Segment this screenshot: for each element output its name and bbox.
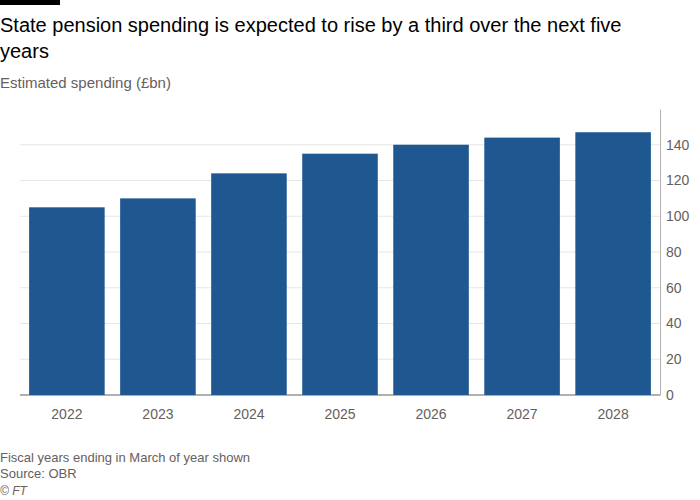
x-tick: 2028 [598,395,629,422]
x-tick-label: 2022 [51,406,82,422]
y-tick-label: 40 [666,315,682,331]
y-tick: 80 [660,244,682,260]
note: Fiscal years ending in March of year sho… [0,450,250,465]
y-axis-line [660,110,661,396]
bar [211,173,287,395]
subtitle: Estimated spending (£bn) [0,74,171,91]
y-tick: 20 [660,351,682,367]
x-tick-label: 2025 [324,406,355,422]
bar [393,145,469,395]
y-tick-label: 60 [666,280,682,296]
y-tick: 60 [660,280,682,296]
source: Source: OBR [0,466,77,481]
grid [20,145,660,395]
y-tick: 120 [660,172,690,188]
x-tick: 2024 [233,395,264,422]
y-tick: 140 [660,137,690,153]
x-tick-label: 2023 [142,406,173,422]
x-tick: 2022 [51,395,82,422]
x-tick-label: 2028 [598,406,629,422]
x-axis: 2022 2023 2024 2025 2026 2027 2028 [51,395,629,422]
x-tick-label: 2026 [415,406,446,422]
grid-line [20,144,660,145]
bar [29,207,105,395]
title-line: years [0,40,49,62]
header-bar [0,0,60,5]
x-tick: 2026 [415,395,446,422]
x-tick-label: 2024 [233,406,264,422]
x-tick: 2027 [506,395,537,422]
y-tick-label: 100 [666,208,690,224]
y-tick: 40 [660,315,682,331]
y-tick-label: 140 [666,137,690,153]
bar [484,138,560,395]
title-line: State pension spending is expected to ri… [0,14,621,36]
bar [575,132,651,395]
bars [29,132,651,395]
y-tick-label: 0 [666,387,674,403]
title: State pension spending is expected to ri… [0,14,621,62]
x-tick: 2025 [324,395,355,422]
y-tick: 0 [660,387,674,403]
y-tick-label: 20 [666,351,682,367]
chart-container: State pension spending is expected to ri… [0,0,700,500]
y-tick-label: 120 [666,172,690,188]
x-tick: 2023 [142,395,173,422]
y-tick-label: 80 [666,244,682,260]
chart-svg: State pension spending is expected to ri… [0,0,700,500]
y-axis: 0 20 40 60 80 100 120 140 [660,110,690,403]
credit: © FT [0,484,29,498]
bar [302,154,378,395]
x-tick-label: 2027 [506,406,537,422]
y-tick: 100 [660,208,690,224]
bar [120,198,196,395]
